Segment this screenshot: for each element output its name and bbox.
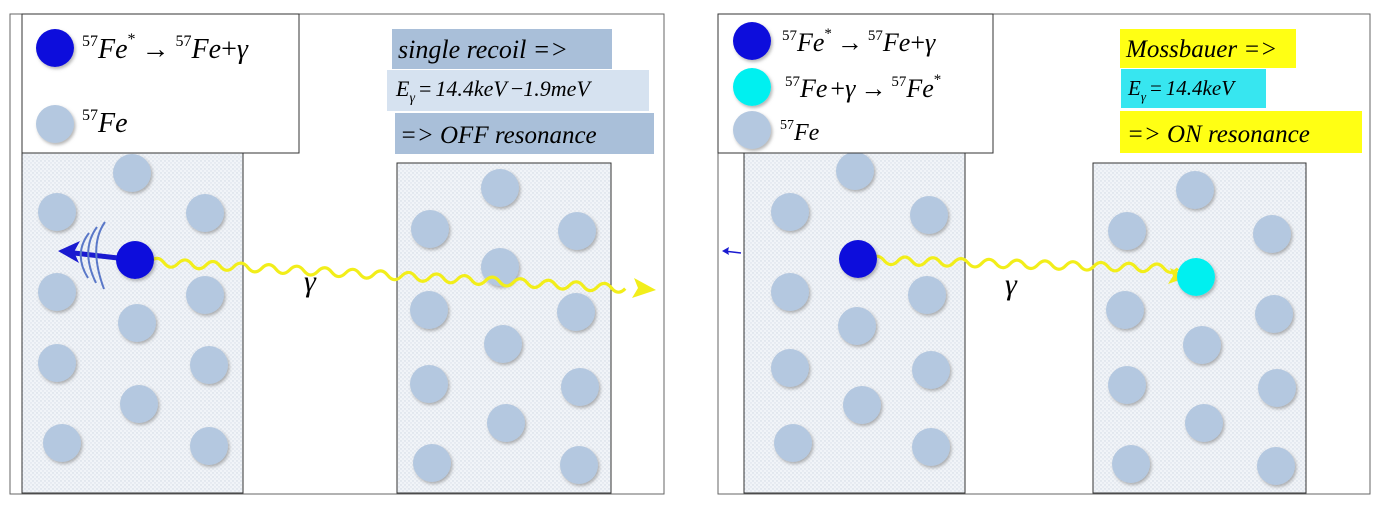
fe57-atom [558, 212, 596, 250]
fe57-atom [771, 193, 809, 231]
right-absorber-atoms [1106, 171, 1296, 485]
gamma-ray-right [868, 254, 1180, 274]
gamma-arrowhead [632, 278, 656, 298]
fe57-atom [487, 404, 525, 442]
fe57-atom [118, 304, 156, 342]
fe57-atom [120, 385, 158, 423]
fe57-atom [1112, 445, 1150, 483]
fe57-atom [908, 276, 946, 314]
fe57-atom [186, 194, 224, 232]
fe57-atom [771, 273, 809, 311]
fe57-atom [1257, 447, 1295, 485]
fe57-atom [557, 293, 595, 331]
fe57-atom [912, 351, 950, 389]
left-energy-label: Eγ = 14.4keV −1.9meV [395, 76, 592, 106]
fe57-atom [43, 424, 81, 462]
left-legend: 57Fe* → 57Fe+γ 57Fe [21, 13, 300, 154]
legend-absorption-equation: 57Fe +γ → 57Fe* [785, 72, 941, 103]
legend-excited-swatch [733, 22, 771, 60]
excited-fe57-atom [116, 241, 154, 279]
recoil-arrow [58, 221, 121, 290]
fe57-atom [113, 154, 151, 192]
fe57-atom [912, 428, 950, 466]
fe57-atom [1108, 212, 1146, 250]
fe57-atom [774, 424, 812, 462]
fe57-atom [1255, 295, 1293, 333]
fe57-atom [481, 169, 519, 207]
gamma-label: γ [304, 265, 317, 298]
fe57-atom [1185, 404, 1223, 442]
legend-ground-label: 57Fe [82, 107, 128, 139]
motion-arc [95, 221, 106, 290]
fe57-atom [411, 210, 449, 248]
left-emitter-atoms [38, 154, 228, 465]
fe57-atom [771, 349, 809, 387]
fe57-atom [186, 276, 224, 314]
label-bg [395, 113, 654, 154]
excited-fe57-atom [839, 240, 877, 278]
left-title-label: single recoil => [398, 35, 568, 64]
fe57-atom [38, 273, 76, 311]
fe57-atom [190, 427, 228, 465]
right-energy-label: Eγ = 14.4keV [1127, 76, 1236, 104]
right-title-label: Mossbauer => [1125, 36, 1277, 63]
fe57-atom [561, 368, 599, 406]
fe57-atom [1108, 366, 1146, 404]
fe57-atom [190, 346, 228, 384]
legend-emission-equation: 57Fe* → 57Fe+γ [82, 31, 249, 65]
left-result-label: => OFF resonance [400, 122, 597, 149]
fe57-atom [1176, 171, 1214, 209]
left-panel: γ 57Fe* → 57Fe+γ 57Fe single recoil => Eγ =… [9, 13, 665, 495]
fe57-atom [1106, 291, 1144, 329]
legend-excited-swatch [36, 29, 74, 67]
right-emitter-atoms [771, 152, 950, 466]
fe57-atom [484, 325, 522, 363]
gamma-ray-left [148, 256, 627, 294]
fe57-atom [38, 193, 76, 231]
fe57-atom [836, 152, 874, 190]
legend-absorber-swatch [733, 68, 771, 106]
lattice-recoil-arrow [722, 247, 742, 255]
right-panel: γ 57Fe* → 57Fe+γ 57Fe +γ → 57Fe* 57Fe Mossbau… [717, 13, 1371, 495]
legend-ground-swatch [733, 111, 771, 149]
legend-ground-swatch [36, 105, 74, 143]
fe57-atom [410, 291, 448, 329]
motion-arc [79, 232, 90, 279]
fe57-atom [1183, 326, 1221, 364]
label-bg [387, 70, 649, 111]
fe57-atom [560, 446, 598, 484]
fe57-atom [843, 386, 881, 424]
right-legend: 57Fe* → 57Fe+γ 57Fe +γ → 57Fe* 57Fe [717, 13, 994, 154]
fe57-atom [1253, 215, 1291, 253]
legend-ground-label: 57Fe [780, 118, 820, 146]
label-bg [1121, 69, 1266, 108]
left-absorber-atoms [410, 169, 599, 484]
fe57-atom [38, 344, 76, 382]
fe57-atom [413, 444, 451, 482]
absorbing-fe57-atom [1177, 258, 1215, 296]
label-bg [1120, 111, 1362, 153]
legend-emission-equation: 57Fe* → 57Fe+γ [782, 26, 936, 57]
right-result-label: => ON resonance [1127, 121, 1310, 148]
fe57-atom [838, 307, 876, 345]
fe57-atom [410, 365, 448, 403]
fe57-atom [1258, 369, 1296, 407]
fe57-atom [910, 196, 948, 234]
motion-arc [87, 226, 98, 284]
gamma-label: γ [1005, 268, 1018, 301]
label-bg [1120, 29, 1296, 68]
label-bg [392, 29, 612, 69]
